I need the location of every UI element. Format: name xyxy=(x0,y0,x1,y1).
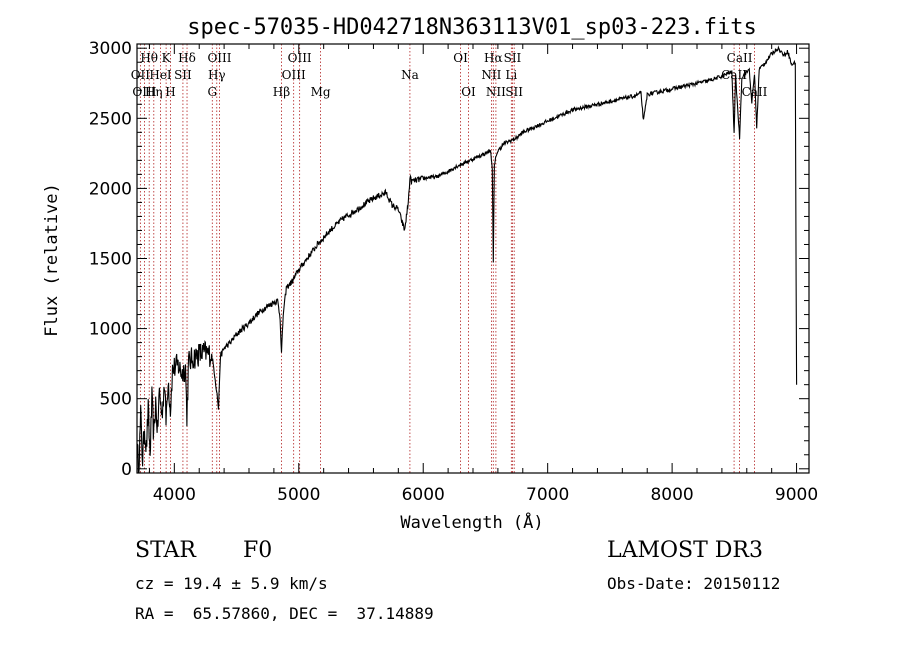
spectral-line-label: SII xyxy=(504,51,522,65)
spectral-line-label: G xyxy=(207,85,217,99)
spectral-line-label: CaII xyxy=(727,51,753,65)
chart-title: spec-57035-HD042718N363113V01_sp03-223.f… xyxy=(187,15,757,40)
y-tick-label: 2000 xyxy=(89,179,132,199)
spectral-line-label: OIII xyxy=(288,51,312,65)
coordinates: RA = 65.57860, DEC = 37.14889 xyxy=(135,604,434,623)
spectral-line-label: H xyxy=(165,85,175,99)
spectral-line-label: Hβ xyxy=(273,85,290,99)
y-tick-label: 1000 xyxy=(89,320,132,340)
spectral-subclass: F0 xyxy=(243,538,273,563)
x-tick-label: 9000 xyxy=(775,485,818,505)
spectral-line-label: Hα xyxy=(484,51,503,65)
spectral-line-label: K xyxy=(162,51,172,65)
x-tick-label: 5000 xyxy=(277,485,320,505)
x-tick-label: 6000 xyxy=(402,485,445,505)
spectral-line-label: OIII xyxy=(132,85,156,99)
spectral-line-label: OII xyxy=(131,68,151,82)
y-tick-label: 2500 xyxy=(89,109,132,129)
spectral-line-labels: Hθ OII OIII K HeI Hη Hδ SII H OIII Hγ G OIII OIII Hβ Mg… xyxy=(131,51,768,99)
spectral-line-label: NII xyxy=(481,68,501,82)
spectral-line-label: Mg xyxy=(311,85,331,99)
y-axis: 0 500 1000 1500 2000 2500 3000 xyxy=(89,39,809,480)
spectral-line-label: OI xyxy=(453,51,468,65)
spectral-line-label: CaII xyxy=(742,85,768,99)
spectral-line-label: SII xyxy=(505,85,523,99)
spectral-line-label: OI xyxy=(461,85,476,99)
y-tick-label: 3000 xyxy=(89,39,132,59)
y-tick-label: 1500 xyxy=(89,250,132,270)
y-tick-label: 0 xyxy=(121,460,132,480)
spectral-line-label: Hη xyxy=(145,85,163,99)
spectral-line-label: Li xyxy=(505,68,517,82)
x-axis-label: Wavelength (Å) xyxy=(400,511,543,533)
flux-series-line xyxy=(136,45,798,474)
spectral-line-label: Hγ xyxy=(208,68,226,82)
spectral-line-label: Hδ xyxy=(178,51,196,65)
redshift-cz: cz = 19.4 ± 5.9 km/s xyxy=(135,574,328,593)
spectral-line-label: Na xyxy=(401,68,419,82)
x-tick-label: 7000 xyxy=(526,485,569,505)
observation-date: Obs-Date: 20150112 xyxy=(607,574,781,593)
object-type: STAR xyxy=(135,538,196,563)
y-tick-label: 500 xyxy=(100,390,132,410)
spectral-line-label: OIII xyxy=(207,51,231,65)
spectral-line-label: Hθ xyxy=(140,51,158,65)
survey-name: LAMOST DR3 xyxy=(607,538,763,563)
spectral-line-label: NII xyxy=(486,85,506,99)
x-axis: 4000 5000 6000 7000 8000 9000 xyxy=(148,44,818,505)
spectral-line-label: OIII xyxy=(282,68,306,82)
spectral-line-label: HeI xyxy=(149,68,172,82)
y-axis-label: Flux (relative) xyxy=(42,183,62,337)
x-tick-label: 4000 xyxy=(153,485,196,505)
spectral-line-markers xyxy=(139,44,755,473)
plot-frame xyxy=(136,43,810,474)
spectral-line-label: SII xyxy=(174,68,192,82)
x-tick-label: 8000 xyxy=(650,485,693,505)
spectral-line-label: CaII xyxy=(721,68,747,82)
